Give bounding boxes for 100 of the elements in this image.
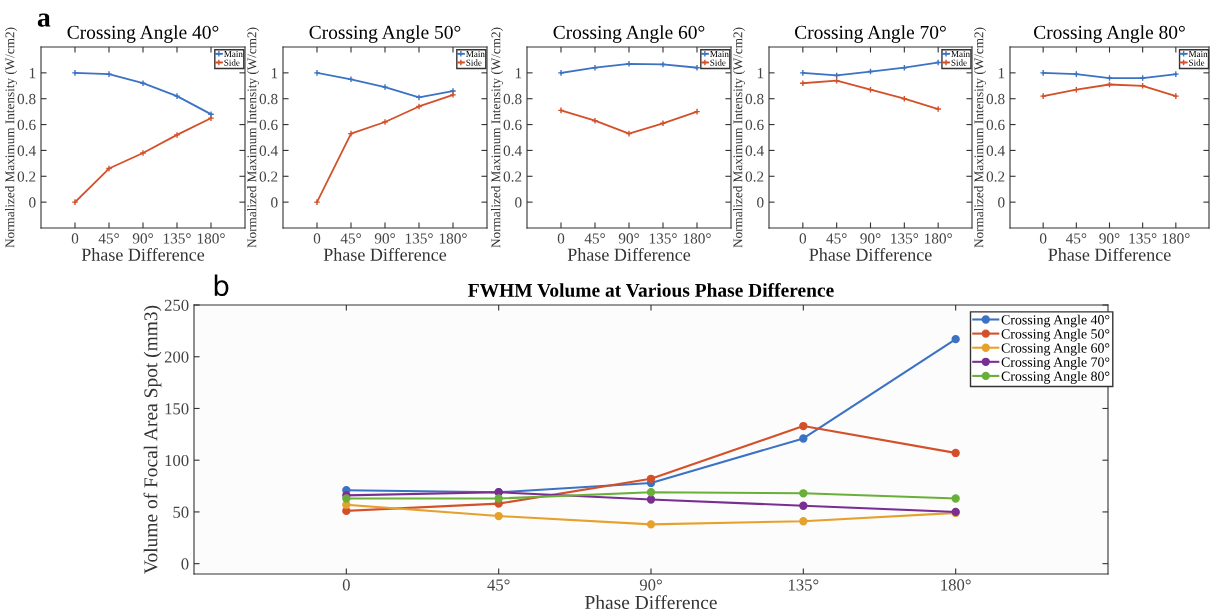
legend-label: Side: [466, 59, 482, 66]
x-tick-label: 180°: [941, 579, 971, 591]
y-tick-label: 1: [29, 68, 36, 79]
y-tick-label: 50: [173, 506, 189, 518]
y-tick-label: 0.4: [986, 145, 1005, 156]
y-tick-label: 0: [181, 558, 189, 570]
y-tick-label: 0.6: [745, 119, 764, 131]
legend-label: Crossing Angle 40°: [1001, 314, 1110, 328]
y-tick-label: 1: [757, 68, 764, 79]
y-axis-title: Volume of Focal Area Spot (mm3): [143, 305, 162, 574]
legend-label: Main: [951, 50, 970, 58]
y-tick-label: 150: [165, 403, 189, 415]
y-tick-label: 0.4: [17, 145, 36, 156]
x-tick-label: 180°: [439, 233, 467, 244]
y-tick-label: 0: [757, 197, 764, 208]
x-tick-label: 135°: [649, 233, 677, 244]
x-tick-label: 45°: [98, 233, 119, 244]
legend-label: Crossing Angle 80°: [1001, 371, 1110, 384]
x-tick-label: 180°: [683, 233, 711, 244]
legend-label: Side: [1189, 59, 1205, 66]
y-tick-label: 1: [271, 68, 278, 79]
y-tick-label: 1: [515, 68, 522, 79]
y-tick-label: 0: [29, 197, 36, 208]
y-tick-label: 0: [998, 197, 1005, 208]
x-axis-title: Phase Difference: [567, 247, 691, 261]
y-tick-label: 0.6: [17, 119, 36, 131]
y-tick-label: 0.4: [259, 145, 278, 156]
y-tick-label: 0: [271, 197, 278, 208]
y-tick-label: 0.2: [17, 171, 36, 182]
legend-label: Main: [710, 50, 729, 58]
x-tick-label: 90°: [1099, 233, 1120, 244]
y-tick-label: 0.8: [986, 93, 1005, 105]
x-tick-label: 45°: [340, 233, 361, 244]
legend-label: Crossing Angle 50°: [1001, 328, 1110, 342]
chart-title: Crossing Angle 60°: [553, 25, 705, 43]
x-tick-label: 45°: [826, 233, 847, 244]
y-tick-label: 250: [164, 299, 189, 311]
legend-label: Main: [224, 50, 243, 58]
legend-label: Main: [466, 50, 485, 58]
y-tick-label: 0.2: [745, 171, 764, 182]
y-tick-label: 0.6: [259, 119, 278, 131]
x-tick-label: 90°: [618, 233, 639, 244]
x-tick-label: 90°: [639, 579, 662, 591]
legend-label: Side: [951, 59, 967, 66]
x-axis-title: Phase Difference: [81, 247, 205, 261]
y-tick-label: 0.8: [17, 93, 36, 105]
chart-title: Crossing Angle 40°: [67, 25, 219, 43]
y-tick-label: 0.2: [259, 171, 278, 182]
text: a: [37, 13, 51, 27]
text: b: [214, 274, 229, 297]
y-axis-title: Normalized Maximum Intensity (W/cm2): [5, 27, 18, 248]
y-axis-title: Normalized Maximum Intensity (W/cm2): [974, 27, 987, 248]
x-tick-label: 180°: [925, 233, 952, 244]
x-tick-label: 0: [313, 233, 321, 244]
chart-title: Crossing Angle 80°: [1034, 25, 1185, 43]
y-axis-title: Normalized Maximum Intensity (W/cm2): [733, 27, 746, 248]
x-tick-label: 45°: [584, 233, 605, 244]
legend-label: Side: [710, 59, 726, 66]
y-axis-title: Normalized Maximum Intensity (W/cm2): [247, 27, 260, 248]
x-tick-label: 90°: [860, 233, 881, 244]
y-tick-label: 0.6: [503, 119, 522, 131]
x-tick-label: 180°: [197, 233, 225, 244]
x-tick-label: 135°: [405, 233, 433, 244]
y-tick-label: 0.4: [503, 145, 522, 156]
x-tick-label: 135°: [163, 233, 191, 244]
x-tick-label: 135°: [1129, 233, 1157, 244]
x-tick-label: 45°: [1065, 233, 1087, 244]
x-axis-title: Phase Difference: [1048, 247, 1171, 261]
x-axis-title: Phase Difference: [809, 247, 932, 261]
y-axis-title: Normalized Maximum Intensity (W/cm2): [491, 27, 504, 248]
x-tick-label: 180°: [1162, 233, 1190, 244]
y-tick-label: 1: [998, 68, 1005, 79]
x-tick-label: 90°: [374, 233, 395, 244]
x-tick-label: 0: [557, 233, 565, 244]
x-tick-label: 90°: [132, 233, 153, 244]
y-tick-label: 0: [515, 197, 522, 208]
y-tick-label: 200: [164, 351, 189, 363]
y-tick-label: 0.8: [259, 93, 278, 105]
x-tick-label: 135°: [891, 233, 919, 244]
x-tick-label: 135°: [788, 579, 819, 591]
x-tick-label: 0: [71, 233, 79, 244]
x-tick-label: 0: [1039, 233, 1047, 244]
legend-label: Crossing Angle 70°: [1001, 357, 1110, 370]
y-tick-label: 0.8: [503, 93, 522, 105]
y-tick-label: 0.8: [745, 93, 764, 105]
y-tick-label: 100: [165, 454, 189, 467]
y-tick-label: 0.6: [986, 119, 1005, 131]
x-axis-title: Phase Difference: [323, 247, 447, 261]
legend-label: Main: [1188, 50, 1208, 58]
x-tick-label: 0: [799, 233, 807, 244]
chart-title: FWHM Volume at Various Phase Difference: [468, 282, 834, 297]
x-tick-label: 45°: [487, 579, 510, 591]
y-tick-label: 0.4: [745, 145, 764, 156]
legend-label: Side: [224, 59, 240, 66]
x-tick-label: 0: [342, 579, 350, 591]
y-tick-label: 0.2: [503, 171, 522, 182]
legend-label: Crossing Angle 60°: [1001, 342, 1110, 356]
x-axis-title: Phase Difference: [585, 595, 717, 610]
chart-title: Crossing Angle 70°: [795, 25, 946, 43]
chart-title: Crossing Angle 50°: [309, 25, 461, 43]
